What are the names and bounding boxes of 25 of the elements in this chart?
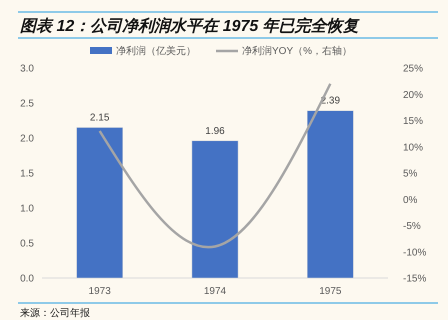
y-tick-label: 1.0	[20, 204, 34, 214]
data-label: 2.15	[90, 112, 110, 124]
y-tick-label: 2.0	[20, 134, 34, 144]
y2-tick-label: -15%	[403, 274, 426, 284]
y2-tick-label: -5%	[403, 221, 421, 232]
y2-tick-label: 15%	[403, 116, 424, 127]
y-tick-label: 0.5	[20, 238, 34, 250]
y2-tick-label: 10%	[403, 142, 424, 154]
y2-tick-label: 0%	[403, 194, 418, 206]
legend-label: 净利润（亿美元）	[116, 45, 196, 57]
x-tick-label: 1973	[88, 286, 112, 297]
y-tick-label: 2.5	[20, 98, 34, 110]
y2-tick-label: 20%	[403, 90, 424, 101]
y2-tick-label: 25%	[403, 64, 424, 74]
x-tick-label: 1974	[204, 286, 227, 297]
chart-title: 图表 12：公司净利润水平在 1975 年已完全恢复	[20, 16, 361, 35]
data-label: 1.96	[205, 126, 226, 137]
y2-tick-label: -10%	[403, 247, 426, 258]
y-tick-label: 3.0	[20, 64, 34, 74]
y-tick-label: 1.5	[20, 168, 34, 180]
y-tick-label: 0.0	[20, 274, 34, 284]
x-tick-label: 1975	[319, 286, 342, 297]
y2-tick-label: 5%	[403, 168, 418, 180]
source-note: 来源：公司年报	[20, 307, 90, 319]
legend-label: 净利润YOY（%，右轴）	[242, 45, 352, 57]
